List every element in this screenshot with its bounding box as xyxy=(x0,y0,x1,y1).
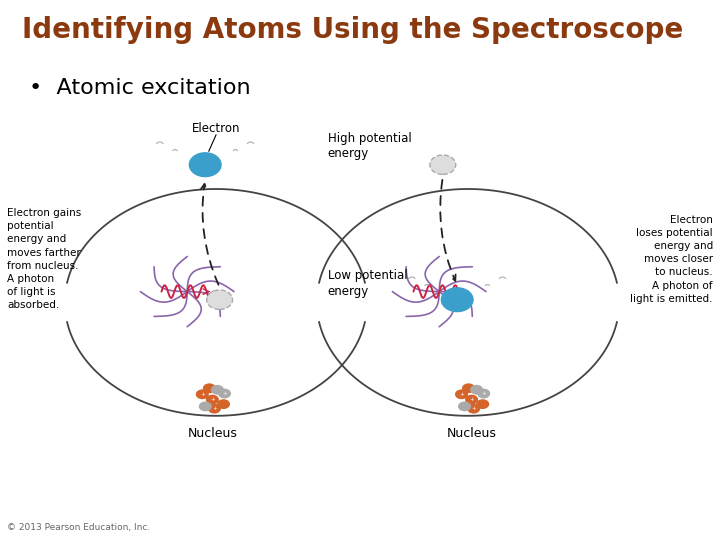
Circle shape xyxy=(218,389,231,399)
Text: +: + xyxy=(482,391,486,396)
Text: Electron
loses potential
energy and
moves closer
to nucleus.
A photon of
light i: Electron loses potential energy and move… xyxy=(630,214,713,304)
Circle shape xyxy=(196,389,209,399)
Circle shape xyxy=(455,389,468,399)
Text: +: + xyxy=(472,406,476,411)
Text: Identifying Atoms Using the Spectroscope: Identifying Atoms Using the Spectroscope xyxy=(22,16,683,44)
Circle shape xyxy=(441,288,473,312)
Text: © 2013 Pearson Education, Inc.: © 2013 Pearson Education, Inc. xyxy=(7,523,150,532)
Circle shape xyxy=(462,383,475,393)
Circle shape xyxy=(217,399,230,409)
Text: •  Atomic excitation: • Atomic excitation xyxy=(29,78,251,98)
Text: +: + xyxy=(212,406,217,411)
Circle shape xyxy=(430,155,456,174)
Circle shape xyxy=(208,404,221,414)
Text: +: + xyxy=(469,397,474,402)
Text: Low potential
energy: Low potential energy xyxy=(328,269,408,298)
Circle shape xyxy=(467,404,480,414)
Text: +: + xyxy=(459,392,464,397)
Text: Nucleus: Nucleus xyxy=(187,427,238,440)
Circle shape xyxy=(458,402,471,411)
Circle shape xyxy=(203,383,216,393)
Circle shape xyxy=(470,385,483,395)
Text: +: + xyxy=(200,392,204,397)
Circle shape xyxy=(207,290,233,309)
Circle shape xyxy=(477,389,490,399)
Text: Electron: Electron xyxy=(192,122,240,135)
Circle shape xyxy=(206,395,219,404)
Text: +: + xyxy=(222,391,227,396)
Circle shape xyxy=(199,402,212,411)
Circle shape xyxy=(211,385,224,395)
Circle shape xyxy=(465,395,478,404)
Text: High potential
energy: High potential energy xyxy=(328,132,411,160)
Text: Nucleus: Nucleus xyxy=(446,427,497,440)
Text: Electron gains
potential
energy and
moves farther
from nucleus.
A photon
of ligh: Electron gains potential energy and move… xyxy=(7,208,81,310)
Text: +: + xyxy=(210,397,215,402)
Circle shape xyxy=(476,399,490,409)
Circle shape xyxy=(189,153,221,177)
